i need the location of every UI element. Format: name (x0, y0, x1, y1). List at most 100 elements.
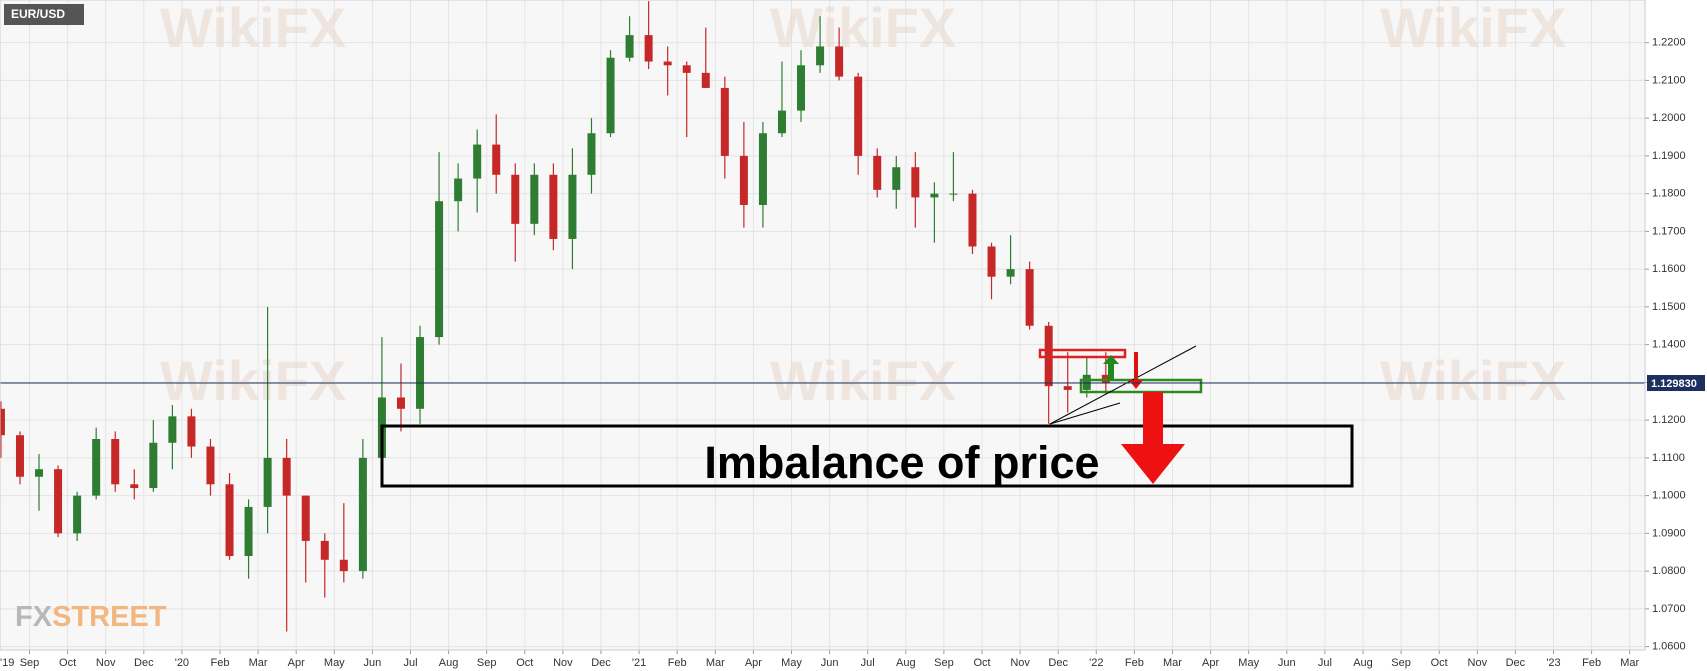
candle-body (130, 484, 139, 489)
candle-body (416, 337, 425, 409)
candle-body (358, 457, 367, 572)
x-tick-label: '20 (175, 657, 189, 669)
y-tick-label: 1.0600 (1652, 641, 1686, 653)
y-tick-label: 1.0900 (1652, 527, 1686, 539)
y-tick-label: 1.1700 (1652, 225, 1686, 237)
x-tick-label: Feb (1582, 657, 1601, 669)
supply-zone (1038, 348, 1127, 359)
candle-body (568, 174, 577, 239)
watermark: WikiFX (770, 0, 956, 59)
down-arrow (1129, 352, 1143, 389)
candle-body (682, 65, 691, 73)
x-tick-label: Jun (821, 657, 839, 669)
candle-body (663, 61, 672, 66)
x-tick-label: Sep (20, 657, 40, 669)
x-tick-label: '21 (632, 657, 646, 669)
last-price-badge (1647, 375, 1705, 392)
candle-body (435, 201, 444, 338)
x-tick-label: Mar (706, 657, 725, 669)
candles (0, 1, 1110, 632)
candle-body (511, 174, 520, 224)
candle-body (111, 438, 120, 485)
annotations: Imbalance of price (380, 345, 1354, 488)
x-tick-label: Aug (439, 657, 459, 669)
x-tick-label: '19 (0, 657, 14, 669)
trend-line (1049, 345, 1197, 425)
x-tick-label: Feb (668, 657, 687, 669)
y-tick-label: 1.1800 (1652, 188, 1686, 200)
candle-body (530, 174, 539, 224)
candle-body (1006, 269, 1015, 277)
x-tick-label: Dec (134, 657, 154, 669)
candle-body (549, 174, 558, 239)
x-tick-label: Mar (1163, 657, 1182, 669)
candle-body (968, 193, 977, 247)
candle-body (911, 167, 920, 198)
x-tick-label: Jun (364, 657, 382, 669)
y-tick-label: 1.1500 (1652, 301, 1686, 313)
candle-body (930, 193, 939, 198)
y-tick-label: 1.2100 (1652, 74, 1686, 86)
x-tick-label: '23 (1546, 657, 1560, 669)
plot-frame (0, 0, 1646, 651)
candle-body (1063, 386, 1072, 390)
x-tick-label: Feb (211, 657, 230, 669)
watermarks: WikiFX WikiFX WikiFX WikiFX WikiFX WikiF… (160, 0, 1566, 412)
x-tick-label: May (1238, 657, 1259, 669)
x-tick-label: Oct (516, 657, 533, 669)
candle-body (987, 246, 996, 277)
candle-body (720, 87, 729, 156)
x-tick-label: May (781, 657, 802, 669)
candle-body (625, 35, 634, 58)
y-tick-label: 1.1000 (1652, 490, 1686, 502)
candle-body (473, 144, 482, 179)
x-tick-label: Jul (861, 657, 875, 669)
x-tick-label: Jul (1318, 657, 1332, 669)
candle-body (587, 133, 596, 175)
logo-street: STREET (52, 601, 167, 633)
y-tick-label: 1.1900 (1652, 150, 1686, 162)
x-tick-label: Dec (1048, 657, 1068, 669)
candle-body (816, 46, 825, 66)
y-tick-label: 1.0700 (1652, 603, 1686, 615)
x-tick-label: Aug (1353, 657, 1373, 669)
candle-body (701, 72, 710, 88)
y-tick-label: 1.1200 (1652, 414, 1686, 426)
imbalance-label: Imbalance of price (704, 437, 1099, 488)
x-tick-label: Dec (1506, 657, 1526, 669)
candle-body (892, 167, 901, 190)
candle-body (1025, 269, 1034, 326)
symbol-label: EUR/USD (11, 7, 65, 21)
candle-body (492, 144, 501, 175)
candle-body (225, 484, 234, 557)
last-price-label: 1.129830 (1651, 378, 1697, 390)
candle-body (282, 457, 291, 496)
candle-body (187, 416, 196, 447)
up-arrow (1103, 355, 1119, 380)
x-tick-label: Dec (591, 657, 611, 669)
y-tick-label: 1.1400 (1652, 339, 1686, 351)
logo: FXSTREET (15, 601, 167, 633)
watermark: WikiFX (1380, 0, 1566, 59)
x-tick-label: Mar (1620, 657, 1639, 669)
candle-body (739, 155, 748, 205)
candle-body (797, 65, 806, 111)
symbol-badge (4, 4, 84, 25)
candle-body (396, 397, 405, 409)
candle-body (758, 133, 767, 205)
x-tick-label: Nov (553, 657, 573, 669)
y-tick-label: 1.1100 (1652, 452, 1685, 464)
axes: 1.0600 1.0700 1.0800 1.0900 1.1000 1.1100 1.12… (0, 37, 1705, 669)
candle-body (263, 457, 272, 507)
candle-body (168, 416, 177, 443)
candle-body (35, 469, 44, 477)
candle-body (606, 57, 615, 134)
x-tick-label: Sep (477, 657, 497, 669)
candle-body (15, 435, 24, 477)
candle-body (873, 155, 882, 190)
candle-body (149, 442, 158, 489)
x-tick-label: Aug (896, 657, 916, 669)
x-tick-label: Oct (973, 657, 990, 669)
grid (0, 0, 1645, 650)
